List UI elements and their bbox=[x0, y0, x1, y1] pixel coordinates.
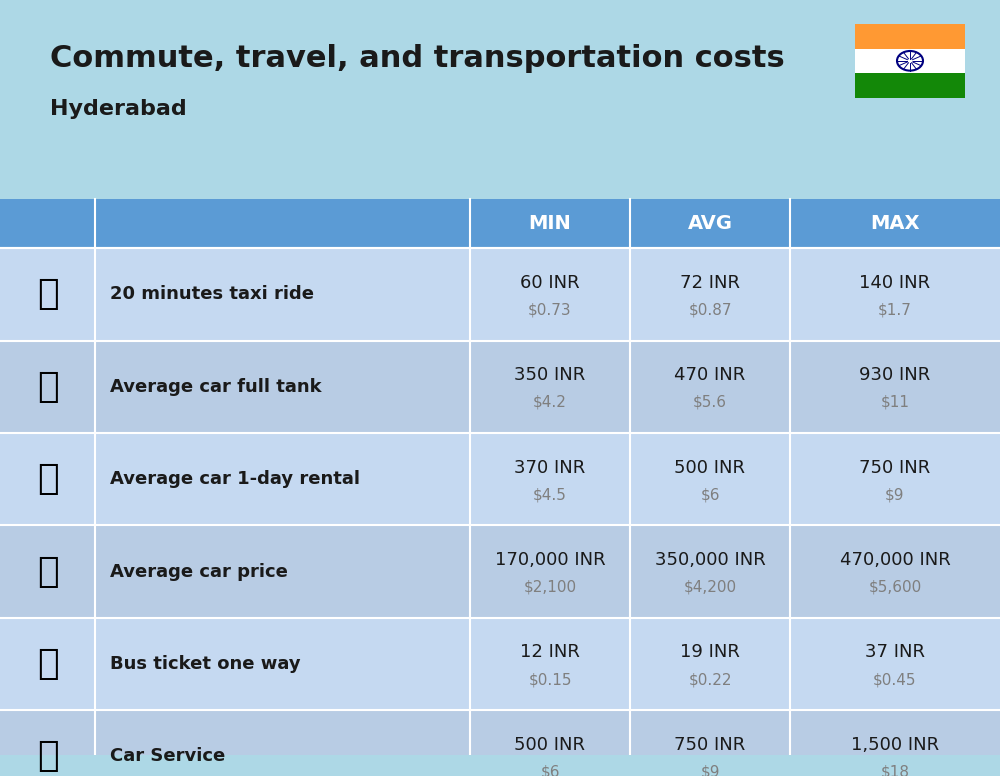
Text: 470 INR: 470 INR bbox=[674, 366, 746, 384]
Text: Bus ticket one way: Bus ticket one way bbox=[110, 655, 301, 673]
Text: 20 minutes taxi ride: 20 minutes taxi ride bbox=[110, 286, 314, 303]
Text: 🔧: 🔧 bbox=[37, 740, 58, 774]
Text: 350,000 INR: 350,000 INR bbox=[655, 551, 765, 569]
Text: 🚙: 🚙 bbox=[37, 462, 58, 496]
Text: $5.6: $5.6 bbox=[693, 395, 727, 410]
Text: Average car price: Average car price bbox=[110, 563, 288, 580]
Text: MIN: MIN bbox=[529, 214, 571, 234]
Text: $9: $9 bbox=[700, 764, 720, 776]
FancyBboxPatch shape bbox=[0, 433, 1000, 525]
FancyBboxPatch shape bbox=[0, 0, 1000, 180]
Text: Commute, travel, and transportation costs: Commute, travel, and transportation cost… bbox=[50, 44, 785, 73]
Text: 350 INR: 350 INR bbox=[514, 366, 586, 384]
Text: MAX: MAX bbox=[870, 214, 920, 234]
Text: $4.2: $4.2 bbox=[533, 395, 567, 410]
Text: $0.45: $0.45 bbox=[873, 672, 917, 687]
Text: 750 INR: 750 INR bbox=[674, 736, 746, 753]
Text: $0.22: $0.22 bbox=[688, 672, 732, 687]
Text: $6: $6 bbox=[540, 764, 560, 776]
FancyBboxPatch shape bbox=[855, 49, 965, 73]
Text: 🚕: 🚕 bbox=[37, 277, 58, 311]
Text: $1.7: $1.7 bbox=[878, 303, 912, 317]
Text: $11: $11 bbox=[881, 395, 910, 410]
Text: $6: $6 bbox=[700, 487, 720, 502]
Text: $4.5: $4.5 bbox=[533, 487, 567, 502]
FancyBboxPatch shape bbox=[0, 618, 1000, 710]
Text: 750 INR: 750 INR bbox=[859, 459, 931, 476]
FancyBboxPatch shape bbox=[0, 341, 1000, 433]
Text: 1,500 INR: 1,500 INR bbox=[851, 736, 939, 753]
FancyBboxPatch shape bbox=[0, 710, 1000, 776]
Text: $0.73: $0.73 bbox=[528, 303, 572, 317]
Text: 140 INR: 140 INR bbox=[859, 274, 931, 292]
FancyBboxPatch shape bbox=[855, 24, 965, 49]
Text: Average car full tank: Average car full tank bbox=[110, 378, 322, 396]
Text: 37 INR: 37 INR bbox=[865, 643, 925, 661]
FancyBboxPatch shape bbox=[0, 199, 1000, 248]
Text: 500 INR: 500 INR bbox=[674, 459, 746, 476]
Text: 🚗: 🚗 bbox=[37, 555, 58, 589]
Text: 19 INR: 19 INR bbox=[680, 643, 740, 661]
Text: $0.87: $0.87 bbox=[688, 303, 732, 317]
FancyBboxPatch shape bbox=[0, 525, 1000, 618]
Text: 170,000 INR: 170,000 INR bbox=[495, 551, 605, 569]
FancyBboxPatch shape bbox=[0, 248, 1000, 341]
Text: 930 INR: 930 INR bbox=[859, 366, 931, 384]
Text: $5,600: $5,600 bbox=[868, 580, 922, 594]
Text: 🚌: 🚌 bbox=[37, 647, 58, 681]
Text: ⛽: ⛽ bbox=[37, 369, 58, 404]
Text: 60 INR: 60 INR bbox=[520, 274, 580, 292]
Text: AVG: AVG bbox=[688, 214, 732, 234]
Text: 370 INR: 370 INR bbox=[514, 459, 586, 476]
Text: 12 INR: 12 INR bbox=[520, 643, 580, 661]
Text: Average car 1-day rental: Average car 1-day rental bbox=[110, 470, 360, 488]
Text: Hyderabad: Hyderabad bbox=[50, 99, 187, 119]
Text: $18: $18 bbox=[881, 764, 910, 776]
Text: 72 INR: 72 INR bbox=[680, 274, 740, 292]
FancyBboxPatch shape bbox=[855, 73, 965, 99]
Text: $0.15: $0.15 bbox=[528, 672, 572, 687]
Text: 470,000 INR: 470,000 INR bbox=[840, 551, 950, 569]
Text: $9: $9 bbox=[885, 487, 905, 502]
Text: 500 INR: 500 INR bbox=[514, 736, 586, 753]
Text: $2,100: $2,100 bbox=[523, 580, 577, 594]
Text: Car Service: Car Service bbox=[110, 747, 225, 765]
Text: $4,200: $4,200 bbox=[683, 580, 737, 594]
